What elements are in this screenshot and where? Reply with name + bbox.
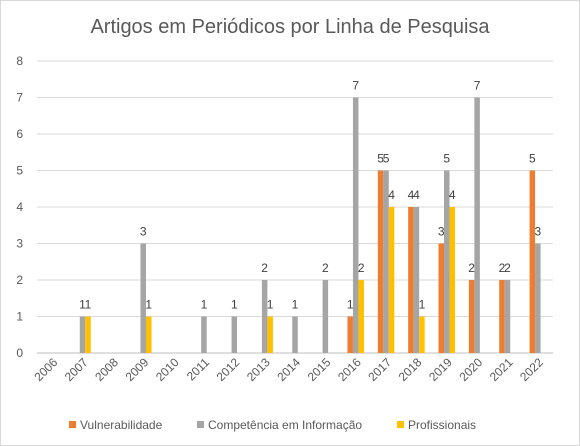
legend-swatch	[69, 421, 76, 428]
y-tick-label: 7	[16, 91, 23, 105]
data-label: 2	[358, 261, 365, 275]
bar	[322, 280, 329, 353]
y-tick-label: 6	[16, 127, 23, 141]
bar	[201, 316, 207, 353]
bar	[408, 207, 414, 353]
legend-swatch	[197, 421, 204, 428]
data-label: 4	[449, 188, 456, 202]
data-label: 5	[377, 152, 384, 166]
x-tick-label: 2009	[123, 355, 152, 384]
bar	[535, 243, 541, 353]
bar	[261, 280, 268, 353]
y-tick-label: 5	[16, 164, 23, 178]
data-label: 1	[419, 298, 426, 312]
bar	[529, 170, 536, 353]
x-tick-label: 2006	[32, 355, 61, 384]
chart-title: Artigos em Periódicos por Linha de Pesqu…	[90, 16, 490, 38]
data-label: 7	[474, 79, 481, 93]
data-label: 4	[388, 188, 395, 202]
data-label: 1	[145, 298, 152, 312]
data-label: 1	[85, 298, 92, 312]
data-label: 3	[534, 225, 541, 239]
bar	[499, 280, 505, 353]
bar	[444, 170, 450, 353]
x-tick-label: 2022	[517, 355, 546, 384]
legend-label: Profissionais	[408, 418, 476, 432]
bar	[388, 207, 395, 353]
x-tick-label: 2013	[244, 355, 273, 384]
legend-swatch	[397, 421, 404, 428]
bar	[347, 316, 353, 353]
y-tick-label: 3	[16, 237, 23, 251]
legend-label: Vulnerabilidade	[80, 418, 163, 432]
x-tick-label: 2021	[487, 355, 516, 384]
x-tick-label: 2017	[365, 355, 394, 384]
bar	[79, 316, 86, 353]
data-label: 1	[79, 298, 86, 312]
y-tick-label: 4	[16, 200, 23, 214]
bar	[413, 207, 420, 353]
data-label: 5	[443, 152, 450, 166]
bars	[79, 97, 541, 353]
x-tick-label: 2008	[92, 355, 121, 384]
y-tick-label: 2	[16, 273, 23, 287]
bar	[145, 316, 152, 353]
data-label: 1	[231, 298, 238, 312]
x-tick-label: 2012	[214, 355, 243, 384]
bar	[504, 280, 511, 353]
x-tick-label: 2019	[426, 355, 455, 384]
bar	[438, 243, 445, 353]
data-label: 1	[267, 298, 274, 312]
data-label: 2	[504, 261, 511, 275]
x-tick-label: 2015	[305, 355, 334, 384]
bar	[383, 170, 389, 353]
bar	[474, 97, 480, 353]
x-tick-label: 2010	[153, 355, 182, 384]
x-tick-label: 2018	[396, 355, 425, 384]
data-label: 1	[201, 298, 208, 312]
data-label: 2	[322, 261, 329, 275]
bar	[449, 207, 456, 353]
data-label: 3	[140, 225, 147, 239]
y-axis-ticks: 0 1 2 3 4 5 6 7 8	[16, 54, 23, 360]
data-label: 4	[413, 188, 420, 202]
bar	[377, 170, 384, 353]
bar	[85, 316, 91, 353]
data-label: 2	[499, 261, 506, 275]
x-tick-label: 2020	[456, 355, 485, 384]
bar	[358, 280, 364, 353]
data-label: 7	[352, 79, 359, 93]
y-tick-label: 0	[16, 346, 23, 360]
data-label: 3	[438, 225, 445, 239]
x-tick-label: 2007	[62, 355, 91, 384]
bar	[352, 97, 359, 353]
data-label: 1	[347, 298, 354, 312]
y-tick-label: 1	[16, 310, 23, 324]
bar	[419, 316, 425, 353]
x-tick-label: 2016	[335, 355, 364, 384]
gridlines	[37, 60, 553, 354]
legend-label: Competência em Informação	[208, 418, 362, 432]
bar	[468, 280, 475, 353]
legend: Vulnerabilidade Competência em Informação…	[69, 418, 476, 432]
data-label: 1	[292, 298, 299, 312]
x-axis-ticks: 2006 2007 2008 2009 2010 2011 2012 2013 2014 2015…	[32, 355, 547, 384]
bar	[140, 243, 146, 353]
data-label: 4	[408, 188, 415, 202]
data-label: 2	[468, 261, 475, 275]
data-label: 2	[261, 261, 268, 275]
data-label: 5	[383, 152, 390, 166]
x-tick-label: 2014	[274, 355, 303, 384]
bar	[267, 316, 273, 353]
data-label: 5	[529, 152, 536, 166]
y-tick-label: 8	[16, 54, 23, 68]
x-tick-label: 2011	[184, 355, 212, 383]
bar	[292, 316, 298, 353]
bar	[231, 316, 238, 353]
